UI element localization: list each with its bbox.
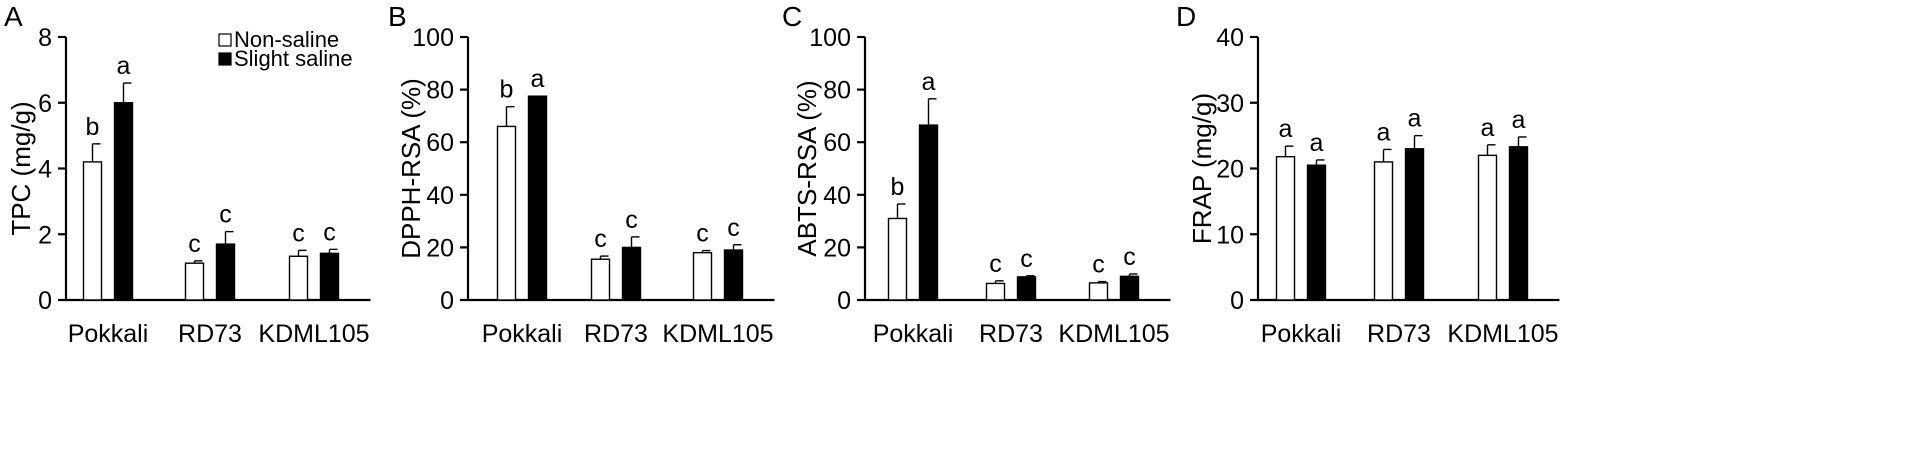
panel-letter: B <box>388 1 407 32</box>
bar <box>319 252 340 301</box>
legend-entry: Non-saline <box>234 27 339 52</box>
bar <box>985 282 1006 301</box>
significance-label: a <box>1279 115 1293 143</box>
y-tick-label: 6 <box>38 90 52 118</box>
significance-label: c <box>1123 243 1136 271</box>
bar <box>1088 282 1109 301</box>
legend-swatch <box>218 33 232 47</box>
significance-label: c <box>594 225 607 253</box>
x-tick-label: RD73 <box>979 320 1043 348</box>
bar <box>1016 276 1037 301</box>
y-tick-label: 60 <box>426 129 454 157</box>
y-tick-label: 10 <box>1216 221 1244 249</box>
y-tick-label: 40 <box>426 182 454 210</box>
y-tick-label: 0 <box>1230 287 1244 315</box>
y-tick-label: 0 <box>837 287 851 315</box>
x-tick-label: KDML105 <box>1447 320 1558 348</box>
y-axis-label: DPPH-RSA (%) <box>396 78 426 259</box>
bar <box>496 125 517 301</box>
significance-label: c <box>188 230 201 258</box>
bar <box>1275 155 1296 301</box>
significance-label: c <box>989 250 1002 278</box>
bar <box>918 124 939 301</box>
y-tick-label: 4 <box>38 156 52 184</box>
y-axis-label: TPC (mg/g) <box>6 101 36 235</box>
x-tick-label: RD73 <box>178 320 242 348</box>
significance-label: c <box>1092 251 1105 279</box>
y-axis-label: FRAP (mg/g) <box>1187 93 1217 244</box>
bar <box>590 258 611 301</box>
bar <box>288 255 309 301</box>
bar <box>1306 164 1327 301</box>
y-tick-label: 20 <box>426 234 454 262</box>
y-tick-label: 30 <box>1216 90 1244 118</box>
bar <box>692 251 713 301</box>
x-tick-label: KDML105 <box>1058 320 1169 348</box>
bar <box>621 246 642 301</box>
panel-letter: C <box>782 1 802 32</box>
y-tick-label: 20 <box>823 234 851 262</box>
y-tick-label: 80 <box>426 77 454 105</box>
bar <box>184 262 205 301</box>
significance-label: c <box>219 201 232 229</box>
y-tick-label: 0 <box>38 287 52 315</box>
significance-label: a <box>1377 118 1391 146</box>
y-tick-label: 40 <box>823 182 851 210</box>
significance-label: a <box>117 52 131 80</box>
bar <box>887 217 908 301</box>
bar <box>82 161 103 301</box>
bar <box>215 243 236 301</box>
bar <box>723 249 744 301</box>
bar <box>1119 275 1140 301</box>
x-tick-label: RD73 <box>1367 320 1431 348</box>
significance-label: a <box>531 65 545 93</box>
x-tick-label: RD73 <box>584 320 648 348</box>
significance-label: c <box>1020 245 1033 273</box>
legend-entry: Slight saline <box>234 46 353 71</box>
significance-label: a <box>1408 105 1422 133</box>
bar <box>1404 148 1425 301</box>
x-tick-label: Pokkali <box>68 320 149 348</box>
y-tick-label: 40 <box>1216 24 1244 52</box>
significance-label: a <box>1310 129 1324 157</box>
significance-label: a <box>1481 114 1495 142</box>
panel-letter: A <box>4 1 23 32</box>
significance-label: c <box>625 206 638 234</box>
panel-letter: D <box>1176 1 1196 32</box>
bar <box>1477 154 1498 301</box>
y-tick-label: 60 <box>823 129 851 157</box>
y-tick-label: 100 <box>412 24 454 52</box>
significance-label: c <box>292 219 305 247</box>
y-tick-label: 100 <box>809 24 851 52</box>
x-tick-label: Pokkali <box>1261 320 1342 348</box>
x-tick-label: Pokkali <box>873 320 954 348</box>
x-tick-label: KDML105 <box>662 320 773 348</box>
significance-label: c <box>323 218 336 246</box>
legend-swatch <box>218 52 232 66</box>
significance-label: c <box>727 214 740 242</box>
x-tick-label: KDML105 <box>258 320 369 348</box>
x-tick-label: Pokkali <box>482 320 563 348</box>
y-tick-label: 8 <box>38 24 52 52</box>
bar <box>1373 161 1394 301</box>
bar <box>113 102 134 301</box>
y-tick-label: 2 <box>38 221 52 249</box>
significance-label: a <box>922 68 936 96</box>
y-tick-label: 20 <box>1216 156 1244 184</box>
significance-label: c <box>696 220 709 248</box>
significance-label: a <box>1512 106 1526 134</box>
y-axis-label: ABTS-RSA (%) <box>792 80 822 256</box>
significance-label: b <box>86 113 100 141</box>
bar <box>527 95 548 301</box>
y-tick-label: 0 <box>440 287 454 315</box>
significance-label: b <box>891 173 905 201</box>
y-tick-label: 80 <box>823 77 851 105</box>
significance-label: b <box>500 76 514 104</box>
bar <box>1508 146 1529 301</box>
